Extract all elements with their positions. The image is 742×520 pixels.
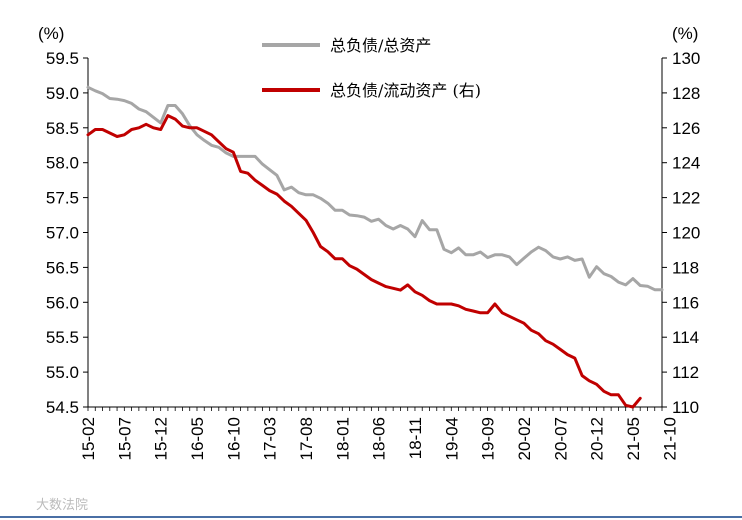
x-tick-label: 20-07 — [551, 417, 570, 460]
y-left-tick-label: 59.5 — [46, 49, 79, 68]
x-tick-label: 15-02 — [79, 417, 98, 460]
x-tick-label: 19-09 — [479, 417, 498, 460]
y-left-tick-label: 55.0 — [46, 363, 79, 382]
y-right-tick-label: 126 — [672, 119, 700, 138]
x-tick-label: 18-06 — [370, 417, 389, 460]
x-tick-label: 15-07 — [115, 417, 134, 460]
y-left-tick-label: 55.5 — [46, 328, 79, 347]
series-line-debt-to-current-assets — [86, 114, 642, 409]
legend-label-red: 总负债/流动资产 (右) — [330, 81, 481, 100]
right-axis-unit: (%) — [672, 24, 698, 43]
y-left-tick-label: 57.0 — [46, 224, 79, 243]
watermark: 大数法院 — [36, 498, 88, 513]
y-right-tick-label: 122 — [672, 189, 700, 208]
x-tick-label: 15-12 — [152, 417, 171, 460]
y-left-tick-label: 54.5 — [46, 398, 79, 417]
y-left-tick-label: 56.5 — [46, 258, 79, 277]
y-left-tick-label: 57.5 — [46, 189, 79, 208]
x-tick-label: 17-03 — [261, 417, 280, 460]
y-right-tick-label: 114 — [672, 328, 699, 347]
y-right-tick-label: 124 — [672, 154, 700, 173]
y-right-tick-label: 116 — [672, 293, 699, 312]
x-tick-label: 16-05 — [188, 417, 207, 460]
left-axis-unit: (%) — [38, 24, 64, 43]
y-left-tick-label: 59.0 — [46, 84, 79, 103]
y-right-tick-label: 118 — [672, 258, 699, 277]
legend: 总负债/总资产 总负债/流动资产 (右) — [262, 36, 481, 100]
x-tick-label: 19-04 — [442, 417, 461, 460]
x-tick-label: 20-02 — [515, 417, 534, 460]
y-right-tick-label: 128 — [672, 84, 700, 103]
x-tick-label: 16-10 — [224, 417, 243, 460]
series-layer — [86, 85, 664, 409]
y-right-tick-label: 112 — [672, 363, 699, 382]
y-left-tick-label: 58.5 — [46, 119, 79, 138]
x-tick-label: 18-11 — [406, 417, 425, 459]
y-left-tick-label: 58.0 — [46, 154, 79, 173]
y-right-tick-label: 130 — [672, 49, 700, 68]
x-tick-label: 21-10 — [660, 417, 679, 460]
y-right-tick-label: 120 — [672, 224, 700, 243]
series-line-debt-to-assets — [86, 85, 664, 292]
x-tick-label: 18-01 — [333, 417, 352, 460]
x-tick-label: 21-05 — [624, 417, 643, 460]
legend-label-gray: 总负债/总资产 — [330, 36, 431, 55]
y-right-tick-label: 110 — [672, 398, 699, 417]
y-left-tick-label: 56.0 — [46, 293, 79, 312]
axes: 59.5 59.0 58.5 58.0 57.5 57.0 56.5 56.0 55.5 55.0… — [46, 49, 700, 460]
x-tick-label: 20-12 — [588, 417, 607, 460]
x-tick-label: 17-08 — [297, 417, 316, 460]
